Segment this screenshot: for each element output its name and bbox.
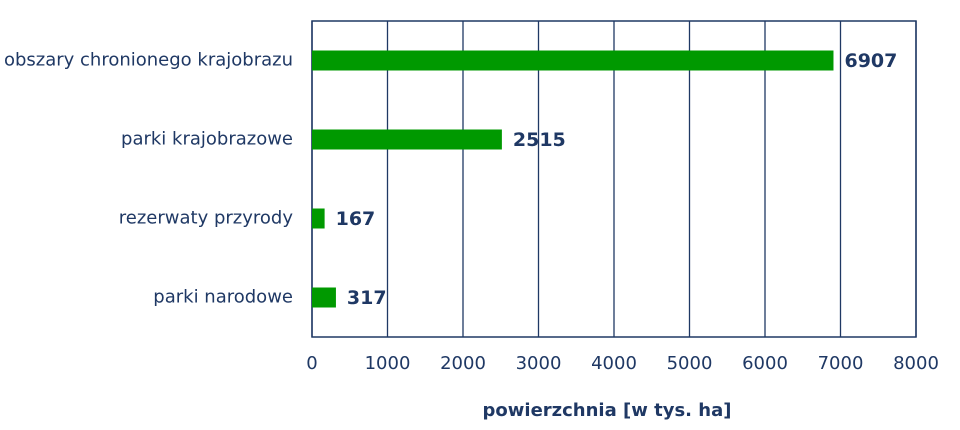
data-label: 317 [347,287,387,309]
x-tick-label: 5000 [667,353,713,374]
data-label: 2515 [513,129,566,151]
bar [312,50,834,71]
x-tick-label: 4000 [591,353,637,374]
plot-border [311,20,917,338]
x-tick-label: 8000 [893,353,939,374]
y-tick-label: obszary chronionego krajobrazu [4,50,293,71]
y-tick-label: rezerwaty przyrody [119,208,294,229]
x-tick-label: 2000 [440,353,486,374]
x-axis-title: powierzchnia [w tys. ha] [483,400,732,421]
x-tick-label: 1000 [365,353,411,374]
bar [312,129,502,150]
bar [312,287,336,308]
x-tick-label: 6000 [742,353,788,374]
x-tick-label: 7000 [818,353,864,374]
y-tick-label: parki krajobrazowe [121,129,293,150]
x-tick-label: 3000 [516,353,562,374]
y-tick-label: parki narodowe [153,287,293,308]
data-label: 167 [336,208,376,230]
x-tick-label: 0 [306,353,317,374]
data-label: 6907 [844,50,897,72]
bar [312,208,325,229]
